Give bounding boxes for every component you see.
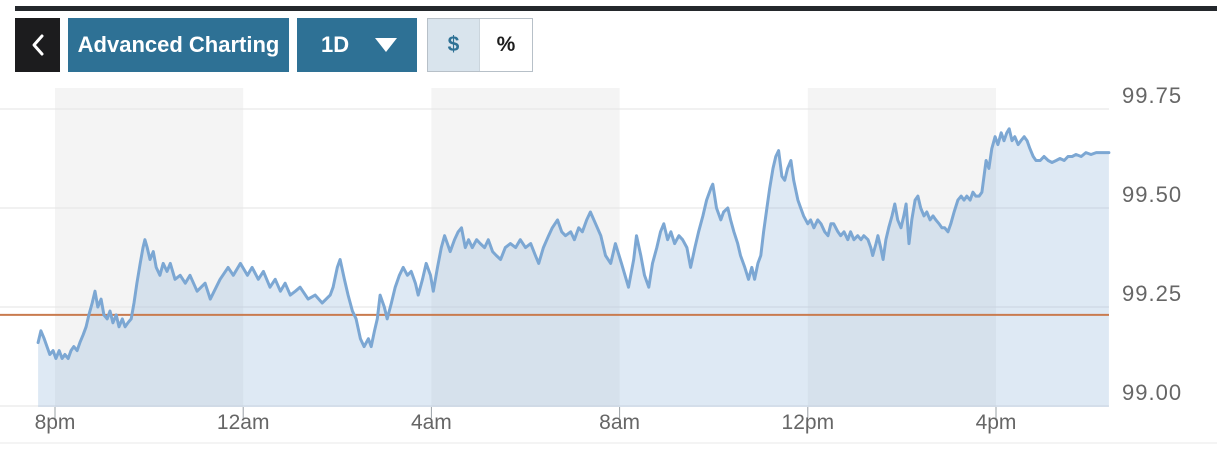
price-line bbox=[36, 127, 1111, 360]
y-axis-label: 99.50 bbox=[1122, 182, 1183, 207]
x-axis-label: 4pm bbox=[975, 411, 1017, 434]
y-axis-label: 99.25 bbox=[1122, 281, 1183, 306]
background-band bbox=[55, 88, 244, 407]
timeframe-dropdown[interactable]: 1D bbox=[297, 18, 417, 72]
y-axis-label: 99.00 bbox=[1122, 380, 1183, 405]
chart-toolbar: Advanced Charting 1D $ % bbox=[15, 18, 533, 72]
x-axis-label: 4am bbox=[410, 411, 452, 434]
caret-down-icon bbox=[375, 38, 397, 52]
x-axis-label: 8am bbox=[599, 411, 641, 434]
back-button[interactable] bbox=[15, 18, 60, 72]
timeframe-selected-label: 1D bbox=[321, 32, 350, 57]
area-fill bbox=[38, 128, 1109, 408]
y-axis-label: 99.75 bbox=[1122, 83, 1183, 108]
x-axis-label: 12am bbox=[216, 411, 270, 434]
x-axis-label: 12pm bbox=[781, 411, 835, 434]
percent-toggle-button[interactable]: % bbox=[480, 19, 532, 71]
unit-toggle: $ % bbox=[427, 18, 533, 72]
advanced-charting-button[interactable]: Advanced Charting bbox=[68, 18, 289, 72]
chevron-left-icon bbox=[32, 34, 43, 56]
background-band bbox=[807, 88, 996, 407]
top-divider-bar bbox=[15, 6, 1217, 11]
advanced-charting-label: Advanced Charting bbox=[77, 32, 280, 57]
x-axis-label: 8pm bbox=[34, 411, 76, 434]
price-chart bbox=[0, 88, 1217, 444]
dollar-toggle-button[interactable]: $ bbox=[428, 19, 480, 71]
